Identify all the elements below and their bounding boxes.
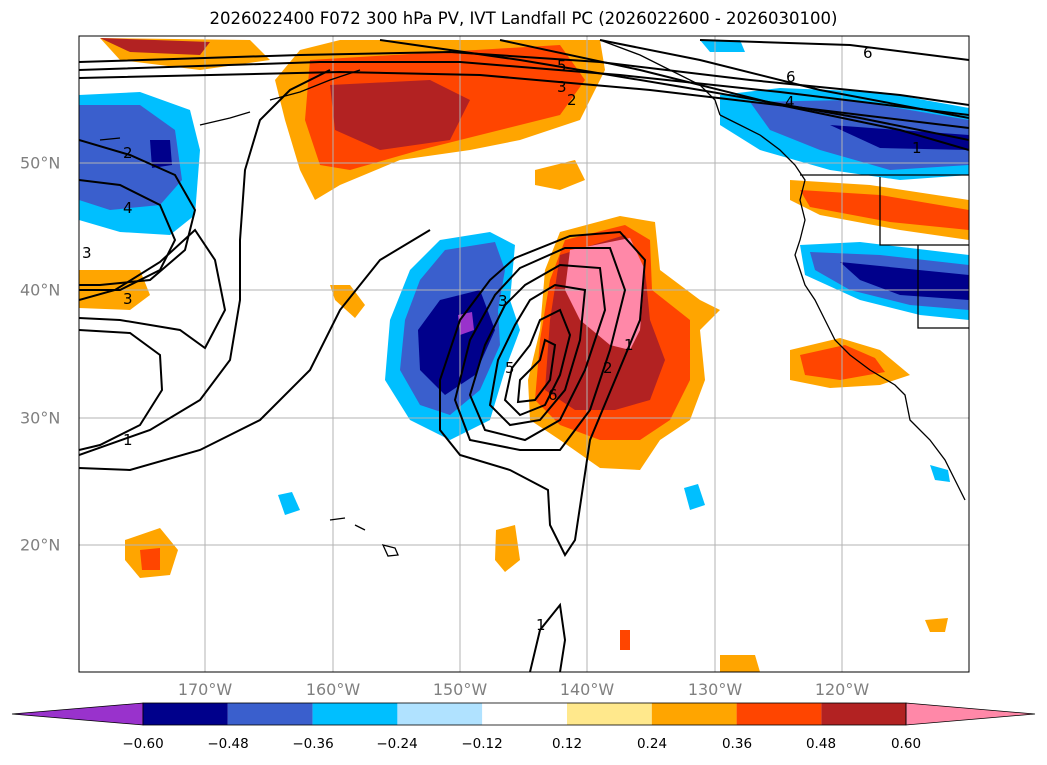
lon-label: 160°W — [305, 680, 361, 699]
contour-label: 6 — [863, 44, 873, 62]
contour-label: 2 — [603, 359, 613, 377]
contour-label: 3 — [82, 244, 92, 262]
colorbar-bin — [397, 703, 483, 725]
map-frame — [78, 35, 970, 673]
contour-label: 3 — [123, 290, 133, 308]
colorbar-tick-label: −0.36 — [292, 736, 334, 752]
lon-label: 120°W — [814, 680, 870, 699]
colorbar-min-extend — [11, 702, 144, 726]
colorbar — [11, 702, 1036, 726]
colorbar-bin — [651, 703, 737, 725]
colorbar-max-extend — [905, 702, 1036, 726]
contour-label: 3 — [557, 78, 567, 96]
lon-label: 140°W — [559, 680, 615, 699]
contour-label: 1 — [912, 139, 922, 157]
colorbar-bin — [821, 703, 907, 725]
colorbar-bin — [312, 703, 398, 725]
contour-label: 1 — [624, 336, 634, 354]
colorbar-bin — [482, 703, 567, 725]
colorbar-tick-label: −0.24 — [376, 736, 418, 752]
lon-label: 150°W — [432, 680, 488, 699]
colorbar-tick-label: −0.12 — [461, 736, 503, 752]
contour-label: 2 — [123, 144, 133, 162]
contour-label: 3 — [498, 292, 508, 310]
lat-label: 20°N — [20, 535, 61, 555]
colorbar-bin — [567, 703, 652, 725]
colorbar-tick-label: 0.12 — [551, 736, 583, 752]
colorbar-tick-label: −0.48 — [207, 736, 249, 752]
contour-label: 4 — [123, 199, 133, 217]
lon-label: 170°W — [177, 680, 233, 699]
contour-label: 1 — [123, 431, 133, 449]
lat-label: 30°N — [20, 408, 61, 428]
contour-label: 2 — [567, 91, 577, 109]
contour-label: 5 — [505, 359, 515, 377]
contour-label: 1 — [536, 616, 546, 634]
map-title: 2026022400 F072 300 hPa PV, IVT Landfall… — [209, 9, 838, 28]
contour-label: 6 — [786, 68, 796, 86]
colorbar-tick-label: 0.36 — [721, 736, 753, 752]
colorbar-tick-label: −0.60 — [122, 736, 164, 752]
contour-label: 4 — [785, 93, 795, 111]
contour-label: 5 — [557, 57, 567, 75]
pv-shading-layer — [79, 38, 969, 672]
colorbar-tick-label: 0.48 — [805, 736, 837, 752]
colorbar-bin — [143, 703, 228, 725]
lat-label: 50°N — [20, 153, 61, 173]
colorbar-tick-label: 0.60 — [890, 736, 922, 752]
graticule — [79, 36, 969, 672]
coastlines — [99, 39, 969, 557]
colorbar-tick-label: 0.24 — [636, 736, 668, 752]
ivt-contours — [79, 39, 969, 672]
lat-label: 40°N — [20, 280, 61, 300]
lon-label: 130°W — [687, 680, 743, 699]
contour-labels: 5 3 2 6 6 4 1 2 4 3 3 1 3 5 6 2 1 1 — [82, 44, 922, 634]
colorbar-bin — [736, 703, 822, 725]
colorbar-bin — [227, 703, 313, 725]
contour-label: 6 — [548, 386, 558, 404]
